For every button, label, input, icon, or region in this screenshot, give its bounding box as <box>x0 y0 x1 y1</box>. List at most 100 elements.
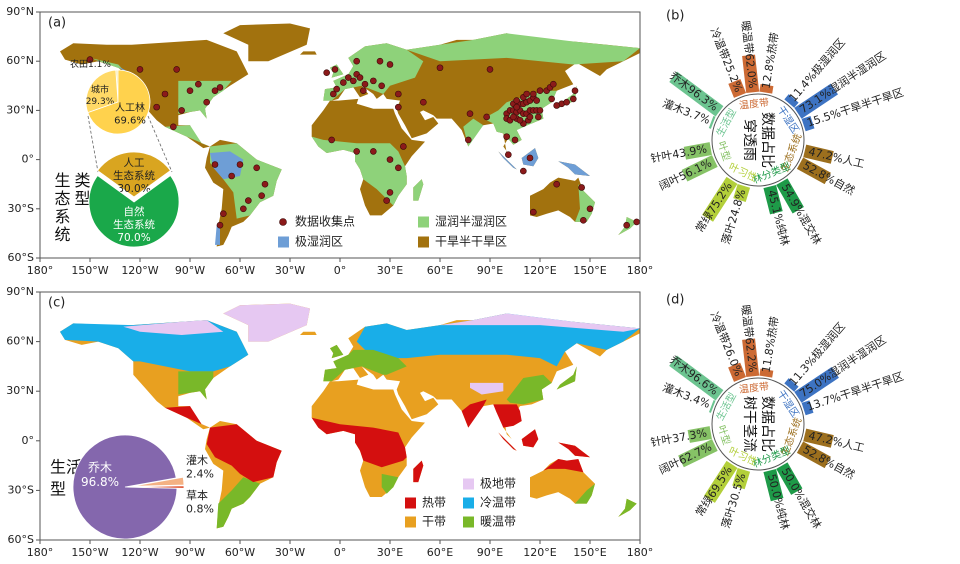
legend-swatch <box>418 236 429 248</box>
x-tick-label: 30°W <box>275 264 305 277</box>
data-point <box>386 189 394 196</box>
bar-label: 暖温带62.0% <box>739 20 759 89</box>
radial-bar <box>801 116 815 132</box>
bar-value: 43.9% <box>671 142 708 161</box>
legend-label: 干旱半干旱区 <box>435 235 507 249</box>
x-tick-label: 150°W <box>71 264 108 277</box>
radial-bar <box>763 184 783 215</box>
data-point <box>323 69 330 76</box>
x-tick-label: 120°W <box>121 546 158 559</box>
pie-slice <box>85 69 119 114</box>
slice-name: 城市 <box>91 84 109 96</box>
radial-bar <box>742 54 760 94</box>
y-tick-label: 60°S <box>8 251 34 264</box>
legend-label: 湿润半湿润区 <box>435 214 507 229</box>
slice-value: 70.0% <box>117 232 150 244</box>
data-point <box>328 136 335 144</box>
data-point <box>513 103 520 111</box>
zone <box>413 179 424 201</box>
legend-swatch <box>463 516 474 528</box>
x-tick-label: 60°E <box>427 264 453 277</box>
bar-label: 12.8%热带 <box>759 31 781 89</box>
x-tick-label: 120°E <box>523 264 556 277</box>
radial-bar <box>803 144 834 164</box>
x-tick-label: 30°E <box>377 264 403 277</box>
radial-bar <box>683 142 712 160</box>
radial-bar <box>796 441 831 469</box>
bar-name: 热带 <box>765 31 781 55</box>
y-tick-label: 60°S <box>8 533 34 546</box>
bar-name: 热带 <box>765 315 781 339</box>
data-point <box>563 98 570 106</box>
x-tick-label: 90°E <box>477 264 503 277</box>
zone <box>323 43 424 101</box>
data-point <box>395 103 402 111</box>
center-text: 树干茎流 <box>741 396 757 452</box>
zone <box>223 303 310 342</box>
slice-value: 29.3% <box>86 97 115 107</box>
zone <box>178 371 214 400</box>
legend-label: 冷温带 <box>480 496 516 510</box>
radial-bar <box>776 462 803 495</box>
slice-name: 人工 <box>124 157 145 169</box>
data-point <box>331 66 339 73</box>
radial-bar <box>759 84 774 94</box>
zone <box>506 374 552 405</box>
zone <box>575 483 595 504</box>
y-tick-label: 60°N <box>6 335 34 348</box>
side-label: 生活 <box>50 458 82 477</box>
radial-bar <box>681 155 718 182</box>
legend-swatch <box>418 216 429 228</box>
data-point <box>86 56 94 63</box>
data-point <box>370 77 377 85</box>
bar-name: 针叶 <box>649 432 673 450</box>
data-point <box>578 184 585 191</box>
radial-bar <box>759 368 774 378</box>
y-tick-label: 30°S <box>8 202 34 215</box>
data-point <box>330 90 337 98</box>
data-point <box>548 95 555 103</box>
slice-label: 农田1.1% <box>70 58 111 70</box>
data-point <box>186 87 194 95</box>
radial-bar <box>708 399 716 413</box>
radial-bar <box>669 355 724 401</box>
data-point <box>550 80 557 88</box>
x-tick-label: 90°E <box>477 546 503 559</box>
x-tick-label: 90°W <box>175 546 205 559</box>
bar-name: 人工 <box>841 153 865 171</box>
zone <box>330 344 344 359</box>
zone <box>556 366 577 390</box>
x-tick-label: 30°E <box>377 546 403 559</box>
slice-name: 自然 <box>124 205 145 218</box>
data-point <box>216 84 224 91</box>
radial-bar <box>669 71 724 117</box>
map <box>60 303 640 529</box>
zone <box>470 382 504 395</box>
bar-name: 暖温带 <box>739 304 756 338</box>
y-tick-label: 30°S <box>8 483 34 496</box>
radial-bar <box>678 439 718 468</box>
legend-label: 数据收集点 <box>295 214 355 229</box>
x-tick-label: 0° <box>334 264 347 277</box>
data-point <box>236 161 244 168</box>
bar-label: 针叶43.9% <box>649 141 708 165</box>
slice-value: 2.4% <box>186 468 214 481</box>
legend-swatch <box>463 478 474 490</box>
data-point <box>383 197 390 204</box>
radial-bar <box>732 467 751 490</box>
pie-slice <box>131 485 185 489</box>
x-tick-label: 120°W <box>121 264 158 277</box>
pie-slice <box>97 151 171 198</box>
data-point <box>173 66 180 73</box>
data-point <box>178 107 185 114</box>
bar-name: 落叶 <box>719 505 738 530</box>
data-point <box>161 90 169 98</box>
zone <box>543 459 584 473</box>
bar-name: 人工 <box>841 437 865 455</box>
land <box>300 331 317 335</box>
x-tick-label: 60°E <box>427 546 453 559</box>
slice-value: 1.1% <box>88 60 111 70</box>
zone <box>558 442 590 458</box>
data-point <box>633 218 640 226</box>
bar-label: 11.8%热带 <box>759 315 781 373</box>
